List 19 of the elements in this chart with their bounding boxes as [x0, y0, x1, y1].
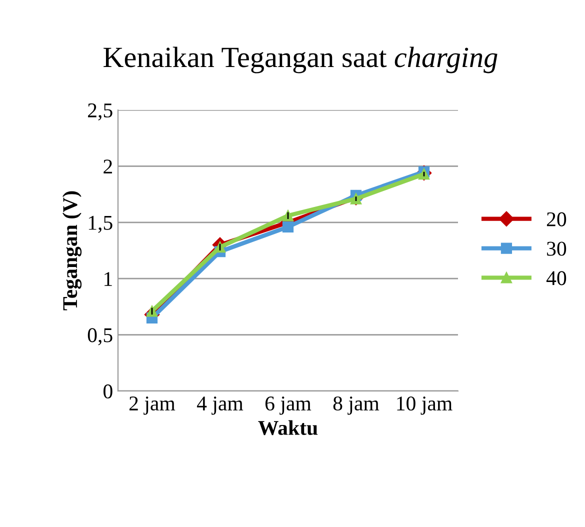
legend-label: 30 — [547, 242, 566, 256]
x-tick-label: 6 jam — [265, 396, 312, 415]
x-tick-label: 4 jam — [196, 396, 244, 415]
point — [350, 193, 362, 204]
y-tick-label: 0 — [104, 384, 112, 398]
legend-label: 20 — [546, 212, 566, 226]
y-tick-label: 0,5 — [88, 328, 112, 346]
y-tick-label: 1,5 — [88, 216, 112, 233]
y-axis-title: Tegangan (V) — [62, 191, 82, 310]
x-tick-label: 10 jam — [397, 396, 452, 415]
y-tick-label: 2,5 — [88, 103, 112, 120]
legend-label: 40 — [546, 271, 566, 286]
x-tick-label: 2 jam — [129, 396, 176, 415]
point — [282, 221, 294, 232]
x-tick-label: 8 jam — [333, 396, 380, 415]
y-tick-label: 1 — [104, 272, 112, 286]
y-tick-label: 2 — [104, 160, 112, 174]
chart-title: Kenaikan Tegangan saat charging — [104, 46, 498, 74]
x-axis-title: Waktu — [258, 420, 318, 436]
